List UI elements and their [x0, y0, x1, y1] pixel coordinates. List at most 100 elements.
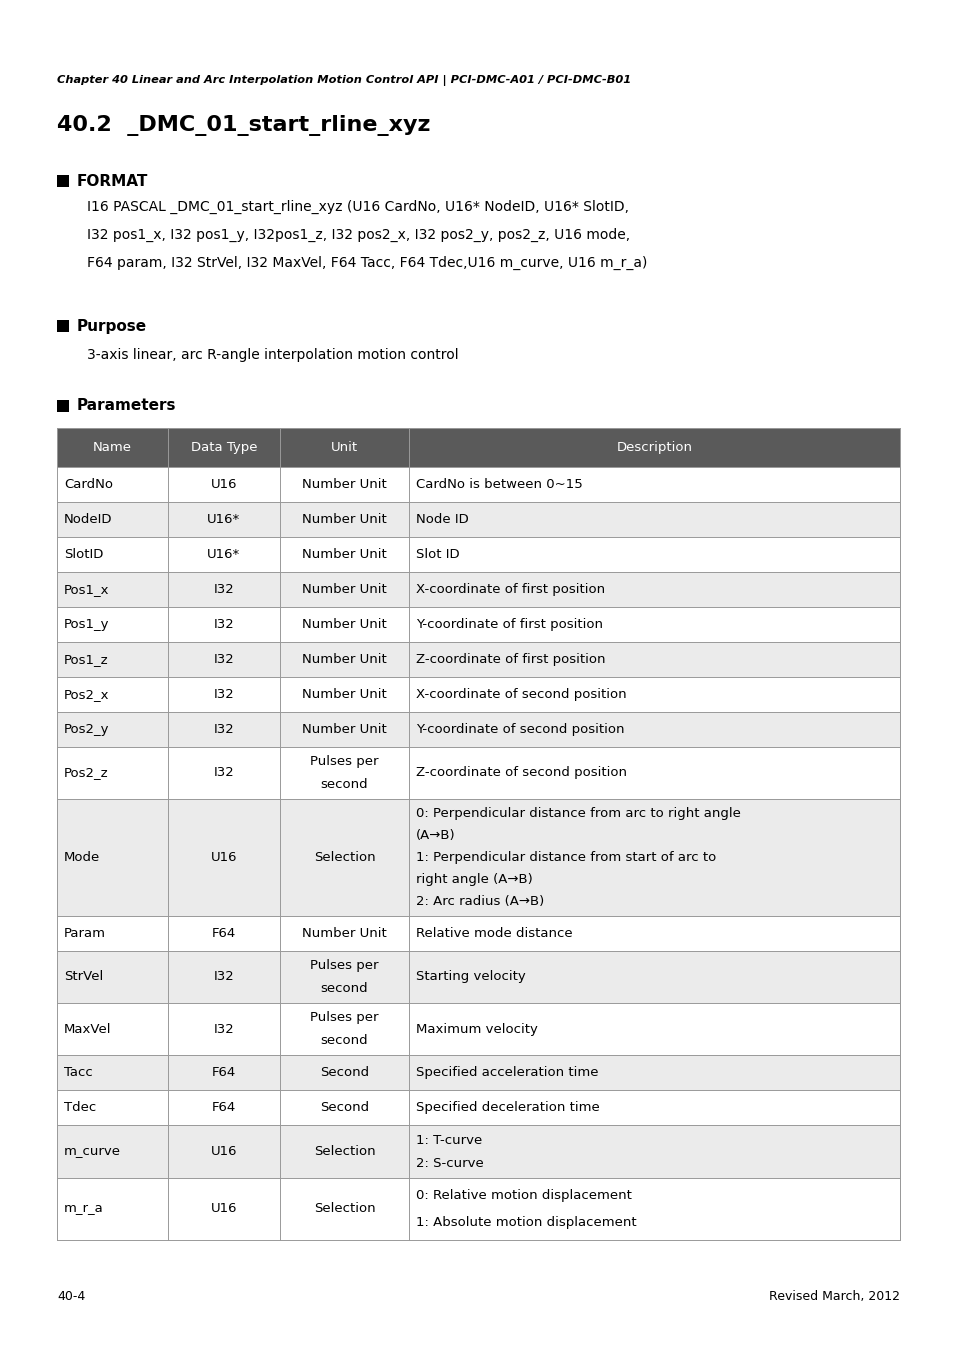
- Bar: [57, 711, 899, 747]
- Text: NodeID: NodeID: [64, 513, 112, 525]
- Bar: [57, 1056, 899, 1091]
- Text: Pos1_y: Pos1_y: [64, 618, 110, 630]
- Text: Specified acceleration time: Specified acceleration time: [416, 1066, 598, 1080]
- Text: U16: U16: [211, 1203, 237, 1215]
- Bar: [57, 176, 69, 188]
- Text: Pos2_z: Pos2_z: [64, 767, 109, 779]
- Bar: [57, 1126, 899, 1177]
- Text: Revised March, 2012: Revised March, 2012: [768, 1291, 899, 1303]
- Text: Relative mode distance: Relative mode distance: [416, 926, 573, 940]
- Text: I32: I32: [213, 583, 234, 595]
- Bar: [57, 799, 899, 915]
- Text: 0: Perpendicular distance from arc to right angle: 0: Perpendicular distance from arc to ri…: [416, 807, 740, 819]
- Text: Pos2_y: Pos2_y: [64, 722, 110, 736]
- Text: Maximum velocity: Maximum velocity: [416, 1023, 537, 1035]
- Text: FORMAT: FORMAT: [77, 174, 149, 189]
- Text: Second: Second: [319, 1102, 369, 1114]
- Text: I32: I32: [213, 722, 234, 736]
- Bar: [57, 400, 69, 412]
- Text: Number Unit: Number Unit: [302, 687, 386, 701]
- Text: U16: U16: [211, 850, 237, 864]
- Text: Second: Second: [319, 1066, 369, 1080]
- Text: Name: Name: [93, 441, 132, 454]
- Bar: [57, 320, 69, 332]
- Text: F64: F64: [212, 926, 235, 940]
- Text: 3-axis linear, arc R-angle interpolation motion control: 3-axis linear, arc R-angle interpolation…: [87, 348, 458, 362]
- Bar: [57, 606, 899, 641]
- Text: U16*: U16*: [207, 548, 240, 560]
- Text: Selection: Selection: [314, 1203, 375, 1215]
- Text: U16: U16: [211, 478, 237, 491]
- Text: 2: Arc radius (A→B): 2: Arc radius (A→B): [416, 895, 544, 907]
- Text: F64 param, I32 StrVel, I32 MaxVel, F64 Tacc, F64 Tdec,U16 m_curve, U16 m_r_a): F64 param, I32 StrVel, I32 MaxVel, F64 T…: [87, 256, 647, 270]
- Text: I32: I32: [213, 971, 234, 983]
- Text: StrVel: StrVel: [64, 971, 103, 983]
- Bar: [57, 572, 899, 606]
- Text: Z-coordinate of first position: Z-coordinate of first position: [416, 652, 605, 666]
- Text: I32: I32: [213, 618, 234, 630]
- Text: Tacc: Tacc: [64, 1066, 92, 1080]
- Bar: [57, 747, 899, 799]
- Text: Number Unit: Number Unit: [302, 722, 386, 736]
- Text: Specified deceleration time: Specified deceleration time: [416, 1102, 599, 1114]
- Text: I32: I32: [213, 652, 234, 666]
- Text: Selection: Selection: [314, 850, 375, 864]
- Text: 0: Relative motion displacement: 0: Relative motion displacement: [416, 1189, 632, 1202]
- Text: Number Unit: Number Unit: [302, 548, 386, 560]
- Text: 2: S-curve: 2: S-curve: [416, 1157, 483, 1169]
- Bar: [57, 502, 899, 537]
- Text: Mode: Mode: [64, 850, 100, 864]
- Text: Slot ID: Slot ID: [416, 548, 459, 560]
- Text: F64: F64: [212, 1102, 235, 1114]
- Text: U16*: U16*: [207, 513, 240, 525]
- Text: 1: T-curve: 1: T-curve: [416, 1134, 482, 1146]
- Text: 1: Absolute motion displacement: 1: Absolute motion displacement: [416, 1216, 637, 1229]
- Text: Pos1_x: Pos1_x: [64, 583, 110, 595]
- Bar: [57, 676, 899, 711]
- Text: CardNo: CardNo: [64, 478, 112, 491]
- Bar: [57, 1091, 899, 1126]
- Text: m_r_a: m_r_a: [64, 1203, 104, 1215]
- Bar: [57, 1177, 899, 1241]
- Text: Pulses per: Pulses per: [310, 755, 378, 768]
- Text: Selection: Selection: [314, 1145, 375, 1158]
- Text: I32: I32: [213, 767, 234, 779]
- Text: Node ID: Node ID: [416, 513, 469, 525]
- Text: I32 pos1_x, I32 pos1_y, I32pos1_z, I32 pos2_x, I32 pos2_y, pos2_z, U16 mode,: I32 pos1_x, I32 pos1_y, I32pos1_z, I32 p…: [87, 228, 630, 242]
- Bar: [57, 537, 899, 572]
- Text: Y-coordinate of first position: Y-coordinate of first position: [416, 618, 602, 630]
- Text: second: second: [320, 778, 368, 791]
- Text: Number Unit: Number Unit: [302, 513, 386, 525]
- Text: F64: F64: [212, 1066, 235, 1080]
- Text: SlotID: SlotID: [64, 548, 103, 560]
- Text: I16 PASCAL _DMC_01_start_rline_xyz (U16 CardNo, U16* NodeID, U16* SlotID,: I16 PASCAL _DMC_01_start_rline_xyz (U16 …: [87, 200, 628, 215]
- Text: Pos1_z: Pos1_z: [64, 652, 109, 666]
- Text: 40.2  _DMC_01_start_rline_xyz: 40.2 _DMC_01_start_rline_xyz: [57, 115, 430, 136]
- Text: Pulses per: Pulses per: [310, 958, 378, 972]
- Text: Chapter 40 Linear and Arc Interpolation Motion Control API | PCI-DMC-A01 / PCI-D: Chapter 40 Linear and Arc Interpolation …: [57, 76, 631, 86]
- Bar: [57, 641, 899, 676]
- Bar: [57, 915, 899, 950]
- Text: Pos2_x: Pos2_x: [64, 687, 110, 701]
- Text: CardNo is between 0~15: CardNo is between 0~15: [416, 478, 582, 491]
- Text: U16: U16: [211, 1145, 237, 1158]
- Text: Pulses per: Pulses per: [310, 1011, 378, 1025]
- Text: X-coordinate of second position: X-coordinate of second position: [416, 687, 626, 701]
- Text: Number Unit: Number Unit: [302, 926, 386, 940]
- Text: Purpose: Purpose: [77, 319, 147, 333]
- Text: Parameters: Parameters: [77, 398, 176, 413]
- Text: Unit: Unit: [331, 441, 357, 454]
- Bar: [57, 950, 899, 1003]
- Text: second: second: [320, 1034, 368, 1048]
- Text: Z-coordinate of second position: Z-coordinate of second position: [416, 767, 627, 779]
- Text: Description: Description: [616, 441, 692, 454]
- Text: I32: I32: [213, 1023, 234, 1035]
- Text: 1: Perpendicular distance from start of arc to: 1: Perpendicular distance from start of …: [416, 850, 716, 864]
- Text: (A→B): (A→B): [416, 829, 456, 842]
- Text: I32: I32: [213, 687, 234, 701]
- Text: Data Type: Data Type: [191, 441, 257, 454]
- Text: Starting velocity: Starting velocity: [416, 971, 525, 983]
- Text: 40-4: 40-4: [57, 1291, 85, 1303]
- Text: Number Unit: Number Unit: [302, 583, 386, 595]
- Text: second: second: [320, 981, 368, 995]
